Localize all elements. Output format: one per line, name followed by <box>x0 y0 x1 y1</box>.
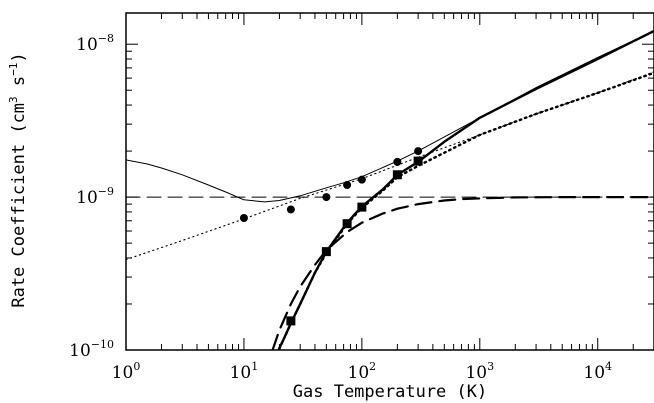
circle-marker <box>322 193 331 202</box>
series-line-thin-solid <box>126 30 654 203</box>
x-tick-label: 101 <box>230 360 259 383</box>
x-tick-label: 102 <box>348 360 377 383</box>
series-line-thick-dashed <box>271 196 654 350</box>
plot-frame <box>125 12 654 351</box>
y-tick-label: 10−9 <box>76 185 114 208</box>
y-tick-label: 10−10 <box>69 338 114 361</box>
circle-marker <box>357 175 366 184</box>
x-axis-title: Gas Temperature (K) <box>293 382 487 402</box>
circle-marker <box>239 214 248 223</box>
x-tick-label: 100 <box>112 360 141 383</box>
tick-labels: 100 101 102 103 104 10−10 10−9 10−8 <box>69 32 612 383</box>
series-line-thick-dotted <box>278 71 654 350</box>
square-marker <box>321 247 331 257</box>
axis-ticks <box>125 13 654 351</box>
square-marker <box>286 316 296 326</box>
square-marker <box>342 219 352 229</box>
y-axis-title: Rate Coefficient (cm3 s−1) <box>7 52 29 307</box>
square-marker <box>413 156 423 166</box>
series-line-thin-dotted <box>126 71 654 261</box>
circle-marker <box>343 180 352 189</box>
square-marker <box>357 202 367 212</box>
circle-marker <box>286 205 295 214</box>
data-markers <box>239 147 423 326</box>
circle-marker <box>414 147 423 156</box>
x-tick-label: 103 <box>465 360 494 383</box>
x-tick-label: 104 <box>583 360 612 383</box>
y-tick-label: 10−8 <box>76 32 114 55</box>
square-marker <box>392 170 402 180</box>
circle-marker <box>393 157 402 166</box>
series-lines <box>126 29 654 350</box>
series-line-thick-solid <box>277 29 654 350</box>
